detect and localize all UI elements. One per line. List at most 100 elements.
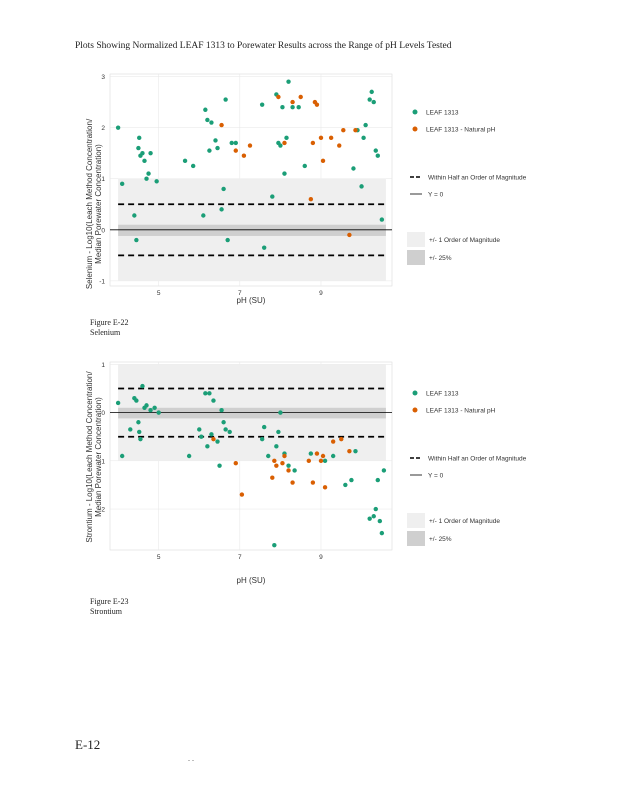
point-leaf1313 — [351, 166, 356, 171]
x-axis-label: pH (SU) — [237, 296, 266, 305]
point-leaf1313-natural — [211, 436, 216, 442]
point-leaf1313 — [136, 420, 141, 425]
point-leaf1313-natural — [274, 463, 279, 468]
point-leaf1313 — [128, 427, 133, 432]
point-leaf1313 — [134, 237, 139, 243]
point-leaf1313-natural — [241, 153, 247, 158]
footer-marks: . . — [188, 754, 194, 763]
point-leaf1313 — [217, 463, 222, 468]
point-leaf1313 — [282, 171, 287, 176]
point-leaf1313 — [266, 453, 271, 459]
point-leaf1313-natural — [318, 135, 324, 141]
point-leaf1313-natural — [306, 458, 312, 464]
figure-label: Figure E-22 — [90, 318, 129, 327]
point-leaf1313 — [375, 153, 380, 158]
x-tick-label: 5 — [157, 554, 161, 561]
point-leaf1313 — [138, 436, 143, 442]
strontium-chart: -2 -1 0 1 5 7 9 Strontium - Log10(Leach Method… — [85, 361, 527, 585]
point-leaf1313-natural — [310, 480, 316, 485]
figure-caption: Selenium — [90, 328, 121, 337]
point-leaf1313-natural — [330, 439, 336, 444]
point-leaf1313 — [140, 150, 145, 156]
legend-swatch-leaf1313 — [412, 390, 418, 396]
y-tick-label: -1 — [99, 278, 105, 285]
point-leaf1313 — [136, 145, 141, 151]
point-leaf1313 — [349, 477, 354, 483]
point-leaf1313 — [363, 122, 368, 128]
point-leaf1313 — [148, 150, 153, 156]
point-leaf1313 — [373, 148, 378, 153]
point-leaf1313 — [154, 179, 159, 184]
point-leaf1313 — [308, 451, 314, 456]
point-leaf1313 — [209, 120, 214, 125]
x-tick-label: 7 — [238, 290, 242, 297]
point-leaf1313 — [367, 97, 372, 102]
point-leaf1313-natural — [286, 468, 291, 473]
point-leaf1313 — [330, 453, 336, 459]
point-leaf1313 — [359, 184, 364, 189]
point-leaf1313 — [292, 468, 297, 473]
point-leaf1313-natural — [339, 436, 344, 442]
point-leaf1313 — [137, 135, 142, 141]
point-leaf1313-natural — [310, 140, 316, 146]
point-leaf1313 — [115, 125, 121, 130]
point-leaf1313 — [261, 245, 267, 250]
legend-label-band-order: +/- 1 Order of Magnitude — [429, 237, 500, 244]
point-leaf1313 — [199, 434, 204, 439]
point-leaf1313 — [142, 158, 147, 164]
point-leaf1313 — [286, 79, 291, 84]
x-tick-label: 9 — [319, 554, 323, 561]
point-leaf1313 — [219, 408, 224, 413]
point-leaf1313 — [381, 468, 387, 473]
point-leaf1313-natural — [276, 94, 281, 100]
legend-label-half-order: Within Half an Order of Magnitude — [428, 175, 527, 182]
legend-label-y-zero: Y = 0 — [428, 473, 444, 480]
point-leaf1313 — [148, 408, 153, 413]
point-leaf1313 — [134, 398, 139, 403]
legend-swatch-band-25 — [407, 250, 425, 265]
point-leaf1313 — [211, 398, 216, 403]
point-leaf1313 — [259, 436, 265, 442]
point-leaf1313-natural — [320, 158, 326, 164]
legend: LEAF 1313 LEAF 1313 - Natural pH Within Ha… — [407, 390, 527, 546]
y-tick-label: 0 — [101, 410, 105, 417]
point-leaf1313 — [132, 213, 137, 218]
point-leaf1313 — [270, 194, 275, 199]
legend-label-leaf1313: LEAF 1313 — [426, 110, 459, 117]
point-leaf1313 — [119, 181, 125, 187]
legend-swatch-natural — [412, 407, 418, 413]
point-leaf1313 — [186, 453, 192, 459]
page-number: E-12 — [75, 737, 101, 752]
point-leaf1313 — [379, 530, 385, 536]
figure-caption-selenium: Figure E-22 Selenium — [90, 318, 128, 338]
point-leaf1313-natural — [219, 122, 224, 128]
point-leaf1313-natural — [318, 458, 324, 464]
point-leaf1313 — [190, 163, 196, 169]
point-leaf1313-natural — [308, 196, 314, 202]
point-leaf1313 — [261, 424, 267, 430]
point-leaf1313-natural — [314, 102, 320, 107]
legend-label-y-zero: Y = 0 — [428, 192, 444, 199]
point-leaf1313 — [197, 427, 202, 432]
point-leaf1313-natural — [337, 143, 342, 148]
legend-swatch-natural — [412, 126, 418, 132]
point-leaf1313 — [140, 383, 145, 389]
point-leaf1313-natural — [233, 461, 238, 466]
point-leaf1313-natural — [341, 127, 346, 133]
point-leaf1313 — [205, 117, 210, 123]
y-axis-label-line1: Strontium - Log10(Leach Method Concentra… — [85, 371, 94, 543]
point-leaf1313 — [152, 405, 157, 410]
point-leaf1313 — [215, 145, 220, 151]
point-leaf1313-natural — [320, 453, 326, 459]
x-axis-label: pH (SU) — [237, 576, 266, 585]
y-tick-label: 1 — [101, 176, 105, 183]
point-leaf1313 — [144, 176, 149, 181]
point-leaf1313-natural — [314, 451, 320, 456]
point-leaf1313 — [229, 140, 234, 146]
point-leaf1313 — [278, 143, 283, 148]
point-leaf1313 — [182, 158, 188, 164]
legend-label-band-order: +/- 1 Order of Magnitude — [429, 518, 500, 525]
point-leaf1313-natural — [353, 127, 358, 133]
legend-swatch-band-order — [407, 513, 425, 528]
x-tick-label: 9 — [319, 290, 323, 297]
